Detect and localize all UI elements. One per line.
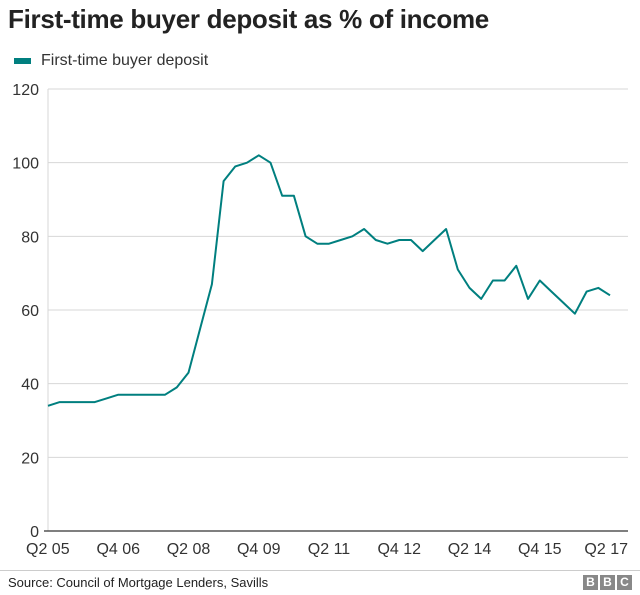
data-point <box>316 243 318 245</box>
y-axis: 0 20 40 60 80 100 120 <box>12 82 49 541</box>
data-point <box>188 372 190 374</box>
data-point <box>129 394 131 396</box>
data-point <box>363 228 365 230</box>
data-point <box>270 162 272 164</box>
data-point <box>351 235 353 237</box>
data-point <box>164 394 166 396</box>
data-point <box>527 298 529 300</box>
line-chart: 0 20 40 60 80 100 120 Q2 05 Q4 06 Q2 08 Q4 09 Q2 1… <box>12 82 628 558</box>
bbc-logo-block: B <box>583 575 598 590</box>
y-tick-label: 120 <box>12 82 39 99</box>
bbc-logo-block: C <box>617 575 632 590</box>
x-tick-label: Q2 14 <box>448 541 492 558</box>
data-point <box>410 239 412 241</box>
data-point <box>492 280 494 282</box>
y-tick-label: 20 <box>21 450 39 467</box>
data-point <box>515 265 517 267</box>
x-tick-label: Q4 12 <box>377 541 421 558</box>
data-point <box>539 280 541 282</box>
bbc-logo: B B C <box>583 575 632 590</box>
x-tick-label: Q4 15 <box>518 541 562 558</box>
x-axis: Q2 05 Q4 06 Q2 08 Q4 09 Q2 11 Q4 12 Q2 14 Q4 15… <box>26 530 628 558</box>
data-point <box>199 327 201 329</box>
data-point <box>398 239 400 241</box>
data-point <box>433 239 435 241</box>
data-point <box>106 397 108 399</box>
data-point <box>258 154 260 156</box>
data-point <box>293 195 295 197</box>
y-tick-label: 80 <box>21 229 39 246</box>
footer-divider <box>0 570 640 571</box>
data-point <box>47 405 49 407</box>
data-point <box>597 287 599 289</box>
data-point <box>82 401 84 403</box>
data-point <box>141 394 143 396</box>
data-point <box>211 283 213 285</box>
y-tick-label: 100 <box>12 156 39 173</box>
legend: First-time buyer deposit <box>14 52 208 70</box>
data-point <box>469 287 471 289</box>
legend-label: First-time buyer deposit <box>41 52 209 69</box>
plot-area <box>47 154 611 407</box>
series-line-first-time-buyer-deposit <box>47 154 611 407</box>
data-point <box>152 394 154 396</box>
legend-swatch <box>14 58 31 64</box>
data-point <box>422 250 424 252</box>
y-tick-label: 60 <box>21 303 39 320</box>
data-point <box>234 165 236 167</box>
data-point <box>59 401 61 403</box>
x-tick-label: Q2 08 <box>167 541 211 558</box>
data-point <box>176 386 178 388</box>
data-point <box>387 243 389 245</box>
data-point <box>574 313 576 315</box>
data-point <box>562 302 564 304</box>
data-point <box>305 235 307 237</box>
data-point <box>70 401 72 403</box>
data-point <box>504 280 506 282</box>
data-point <box>94 401 96 403</box>
data-point <box>457 269 459 271</box>
x-tick-label: Q2 05 <box>26 541 70 558</box>
data-point <box>445 228 447 230</box>
data-point <box>223 180 225 182</box>
bbc-logo-block: B <box>600 575 615 590</box>
data-point <box>586 291 588 293</box>
data-point <box>551 291 553 293</box>
x-tick-label: Q2 17 <box>584 541 628 558</box>
data-point <box>246 162 248 164</box>
gridlines <box>48 88 628 458</box>
data-point <box>340 239 342 241</box>
data-point <box>328 243 330 245</box>
x-tick-label: Q4 06 <box>96 541 140 558</box>
y-tick-label: 40 <box>21 377 39 394</box>
x-tick-label: Q4 09 <box>237 541 281 558</box>
data-point <box>480 298 482 300</box>
data-point <box>281 195 283 197</box>
x-tick-label: Q2 11 <box>308 541 351 558</box>
data-point <box>609 294 611 296</box>
y-tick-label: 0 <box>30 524 39 541</box>
data-point <box>117 394 119 396</box>
data-point <box>375 239 377 241</box>
chart-title: First-time buyer deposit as % of income <box>8 4 489 34</box>
source-note: Source: Council of Mortgage Lenders, Sav… <box>8 575 269 590</box>
